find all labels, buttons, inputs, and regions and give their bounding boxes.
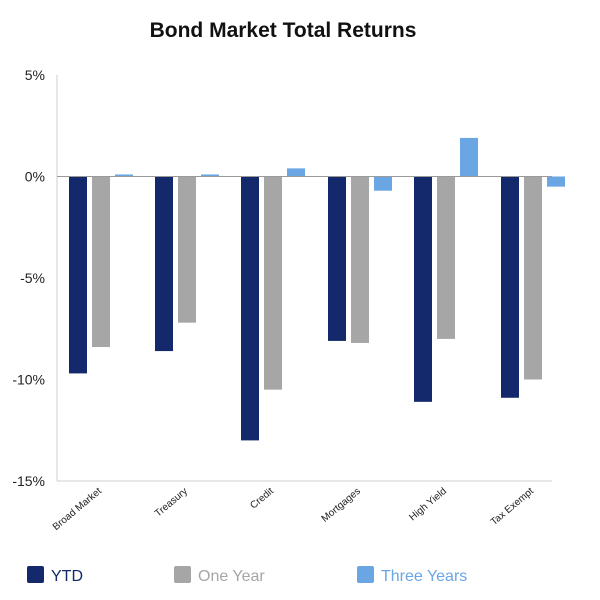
chart-title: Bond Market Total Returns bbox=[150, 19, 417, 42]
y-tick-label: 5% bbox=[25, 67, 45, 83]
bar-three-years-tax-exempt bbox=[547, 176, 565, 187]
legend-label: YTD bbox=[51, 568, 83, 585]
legend-item-ytd: YTD bbox=[27, 566, 83, 585]
bar-ytd-treasury bbox=[155, 176, 173, 352]
legend-swatch bbox=[174, 566, 191, 583]
y-axis-ticks: 5% 0% -5% -10% -15% bbox=[12, 67, 45, 489]
bar-ytd-broad-market bbox=[69, 176, 87, 374]
x-tick-label: Credit bbox=[248, 486, 276, 512]
x-tick-label: Tax Exempt bbox=[489, 486, 536, 528]
bar-ytd-mortgages bbox=[328, 176, 346, 341]
bar-three-years-high-yield bbox=[460, 137, 478, 177]
legend: YTD One Year Three Years bbox=[27, 566, 467, 585]
legend-swatch bbox=[27, 566, 44, 583]
x-tick-label: Treasury bbox=[153, 486, 190, 520]
category-labels: Broad Market Treasury Credit Mortgages High … bbox=[51, 486, 536, 533]
bar-three-years-credit bbox=[287, 168, 305, 177]
legend-swatch bbox=[357, 566, 374, 583]
x-tick-label: Mortgages bbox=[320, 486, 363, 525]
legend-item-three-years: Three Years bbox=[357, 566, 467, 585]
bar-ytd-high-yield bbox=[414, 176, 432, 402]
bar-one-year-treasury bbox=[178, 176, 196, 323]
x-tick-label: Broad Market bbox=[51, 486, 104, 533]
legend-label: One Year bbox=[198, 568, 265, 585]
bar-three-years-broad-market bbox=[115, 174, 133, 177]
bar-one-year-broad-market bbox=[92, 176, 110, 348]
legend-item-one-year: One Year bbox=[174, 566, 265, 585]
bar-one-year-tax-exempt bbox=[524, 176, 542, 380]
legend-label: Three Years bbox=[381, 568, 467, 585]
bar-one-year-mortgages bbox=[351, 176, 369, 343]
y-tick-label: -5% bbox=[20, 270, 45, 286]
bar-one-year-credit bbox=[264, 176, 282, 390]
bar-one-year-high-yield bbox=[437, 176, 455, 339]
x-tick-label: High Yield bbox=[407, 486, 449, 523]
bars bbox=[69, 137, 565, 441]
y-tick-label: -10% bbox=[12, 372, 45, 388]
bar-ytd-credit bbox=[241, 176, 259, 441]
bar-three-years-treasury bbox=[201, 174, 219, 177]
y-tick-label: 0% bbox=[25, 169, 45, 185]
bar-three-years-mortgages bbox=[374, 176, 392, 191]
y-tick-label: -15% bbox=[12, 473, 45, 489]
bar-ytd-tax-exempt bbox=[501, 176, 519, 398]
